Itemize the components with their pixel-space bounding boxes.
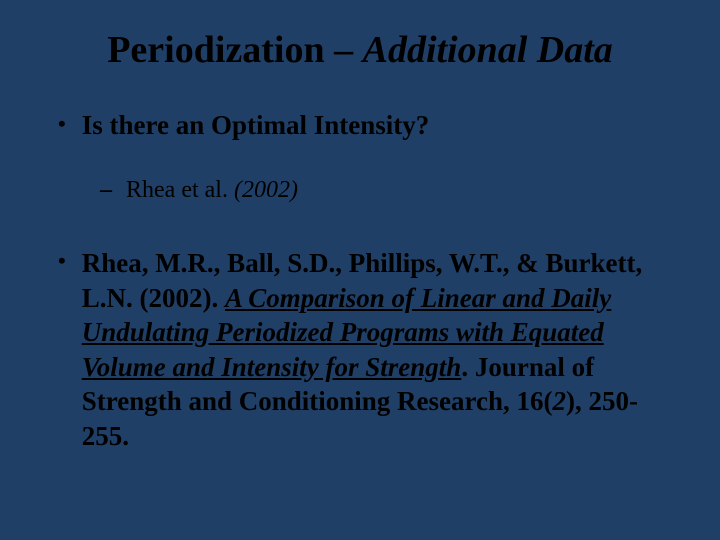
ref-marker: • [58,246,66,277]
sub-content: Rhea et al. (2002) [126,177,298,204]
ref-content: Rhea, M.R., Ball, S.D., Phillips, W.T., … [82,246,670,453]
bullet-marker-l2: – [100,177,112,204]
ref-issue: 2 [553,386,567,416]
title-prefix: Periodization – [107,29,362,71]
bullet-marker-l1: • [58,110,66,139]
bullet-question: • Is there an Optimal Intensity? [58,110,670,141]
ref-period: . [461,352,475,382]
question-text: Is there an Optimal Intensity? [82,110,430,141]
sub-year: (2002) [234,177,298,203]
bullet-subauthor: – Rhea et al. (2002) [100,177,670,204]
sub-author: Rhea et al. [126,177,234,203]
slide-title: Periodization – Additional Data [50,28,670,72]
reference-bullet: • Rhea, M.R., Ball, S.D., Phillips, W.T.… [58,246,670,453]
title-italic: Additional Data [363,29,613,71]
